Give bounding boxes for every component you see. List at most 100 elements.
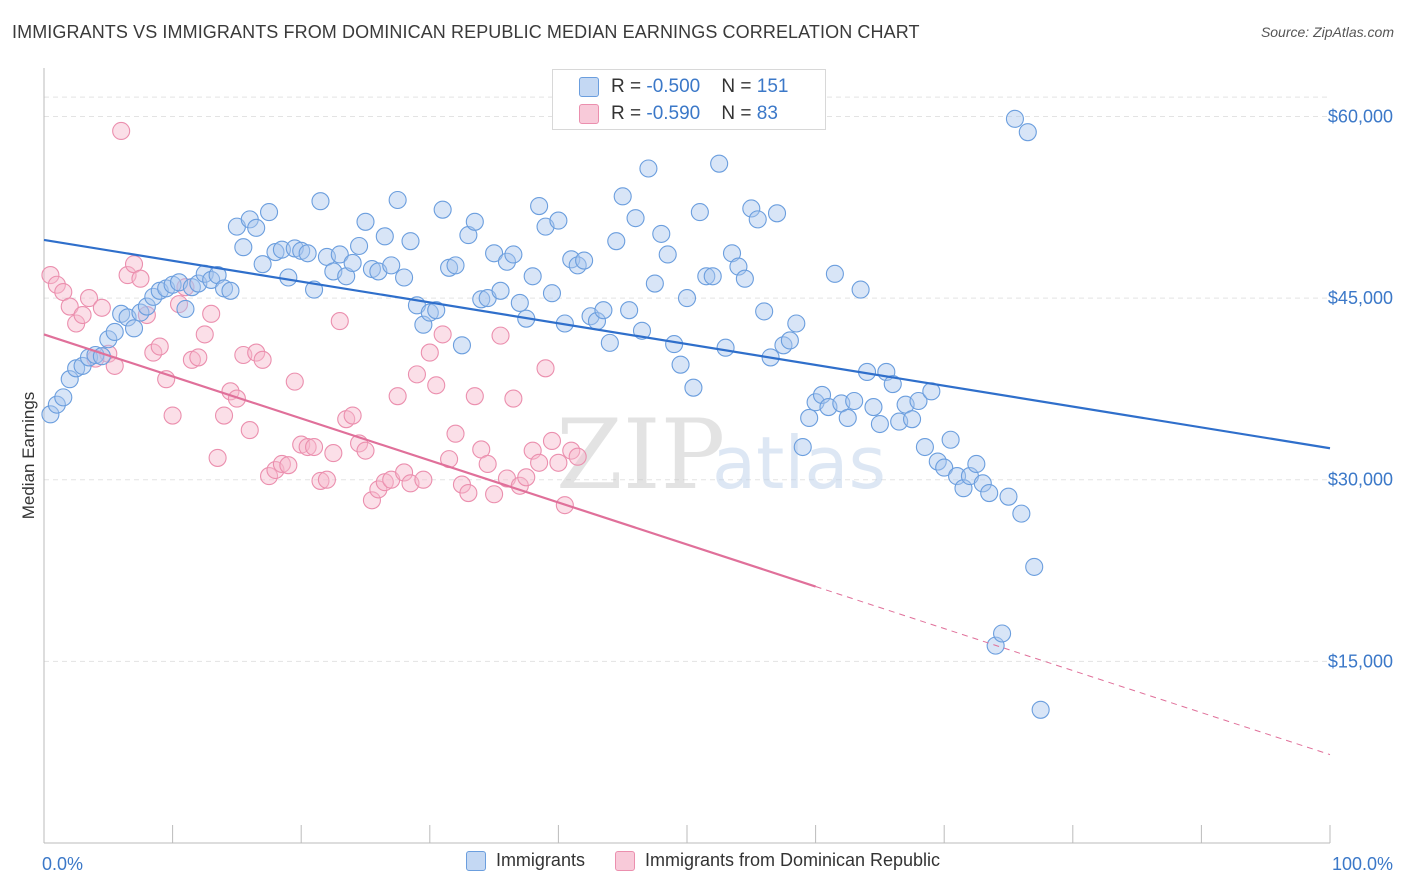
- immigrants-point: [973, 474, 992, 493]
- immigrants-point: [105, 322, 124, 342]
- watermark-zip: ZIP: [556, 399, 725, 511]
- dominican-point: [491, 326, 510, 345]
- immigrants-point: [684, 378, 703, 397]
- immigrants-point: [504, 245, 523, 264]
- immigrants-point: [883, 375, 902, 394]
- immigrants-point: [716, 338, 735, 357]
- immigrants-point: [620, 301, 639, 320]
- immigrants-point: [491, 281, 510, 300]
- dominican-point: [343, 406, 362, 425]
- legend-swatch-dominican: [614, 850, 635, 871]
- dominican-trend-line: [43, 333, 816, 588]
- immigrants-point: [99, 330, 118, 349]
- immigrants-point: [388, 190, 407, 210]
- legend-item-immigrants[interactable]: Immigrants: [465, 850, 585, 871]
- immigrants-point: [465, 212, 484, 231]
- dominican-point: [542, 431, 562, 451]
- immigrants-point: [613, 187, 632, 206]
- r-label: R =: [611, 103, 647, 124]
- dominican-point: [530, 453, 549, 472]
- dominican-points: [41, 121, 587, 515]
- immigrants-point: [703, 267, 722, 286]
- watermark-atlas: atlas: [712, 421, 886, 505]
- dominican-point: [73, 305, 92, 325]
- immigrants-point: [176, 299, 195, 319]
- immigrants-point: [1018, 123, 1037, 142]
- dominican-point: [202, 304, 221, 323]
- dominican-point: [369, 480, 388, 499]
- immigrants-point: [967, 454, 986, 474]
- immigrants-point: [298, 244, 317, 263]
- immigrants-point: [395, 268, 414, 287]
- immigrants-point: [1031, 700, 1050, 719]
- dominican-point: [79, 289, 99, 308]
- dominican-point: [330, 312, 349, 331]
- immigrants-point: [485, 244, 504, 263]
- immigrants-point: [272, 240, 291, 259]
- immigrants-point: [787, 314, 806, 333]
- immigrants-point: [600, 333, 619, 352]
- immigrants-point: [941, 430, 960, 449]
- r-value-immigrants: -0.500: [646, 76, 701, 97]
- immigrants-point: [497, 252, 517, 271]
- immigrants-point: [452, 336, 472, 355]
- immigrants-point: [594, 301, 613, 320]
- legend-label-dominican: Immigrants from Dominican Republic: [644, 850, 941, 870]
- dominican-point: [214, 406, 234, 425]
- immigrants-point: [427, 301, 446, 320]
- dominican-point: [536, 359, 555, 378]
- immigrants-swatch: [579, 77, 599, 97]
- immigrants-point: [54, 388, 73, 407]
- immigrants-point: [845, 391, 864, 411]
- immigrants-point: [247, 218, 266, 237]
- dominican-point: [517, 468, 536, 487]
- stats-legend: R = -0.500 N = 151 R = -0.590 N = 83: [552, 69, 826, 130]
- immigrants-point: [47, 395, 66, 414]
- legend-swatch-immigrants: [465, 850, 486, 871]
- immigrants-point: [999, 487, 1018, 506]
- immigrants-point: [124, 319, 144, 338]
- dominican-point: [60, 297, 79, 316]
- immigrants-point: [330, 245, 349, 264]
- y-tick-label: $15,000: [1328, 651, 1393, 671]
- legend-item-dominican[interactable]: Immigrants from Dominican Republic: [614, 850, 941, 871]
- immigrants-point: [658, 245, 677, 264]
- dominican-point: [504, 389, 523, 408]
- bottom-legend: Immigrants Immigrants from Dominican Rep…: [0, 850, 1406, 871]
- immigrants-point: [607, 232, 626, 251]
- immigrants-point: [909, 391, 928, 411]
- immigrants-point: [993, 624, 1012, 643]
- dominican-point: [324, 444, 343, 463]
- immigrants-point: [677, 289, 697, 308]
- dominican-point: [272, 454, 291, 474]
- immigrants-point: [864, 398, 883, 417]
- immigrants-point: [1012, 504, 1031, 523]
- dominican-point: [549, 453, 568, 472]
- y-axis-label: Median Earnings: [19, 392, 38, 520]
- chart-title: IMMIGRANTS VS IMMIGRANTS FROM DOMINICAN …: [12, 22, 920, 42]
- dominican-point: [427, 376, 446, 395]
- dominican-point: [420, 343, 439, 362]
- immigrants-point: [902, 410, 922, 429]
- dominican-point: [253, 350, 272, 369]
- immigrants-point: [510, 293, 529, 312]
- immigrants-point: [523, 267, 542, 286]
- immigrants-trend-line: [43, 238, 1331, 450]
- immigrants-point: [800, 408, 819, 428]
- immigrants-point: [748, 210, 767, 229]
- immigrants-points: [41, 109, 1050, 719]
- immigrants-point: [41, 405, 60, 424]
- x-tick-label-start: 0.0%: [42, 854, 83, 874]
- immigrants-point: [60, 370, 79, 389]
- immigrants-point: [825, 264, 844, 283]
- immigrants-point: [1005, 109, 1024, 128]
- immigrants-point: [343, 253, 362, 273]
- axis-labels: $15,000 $30,000 $45,000 $60,000 0.0% 100.0% Me…: [19, 106, 1393, 874]
- immigrants-point: [645, 274, 664, 293]
- immigrants-point: [639, 159, 658, 178]
- immigrants-point: [780, 331, 799, 350]
- dominican-point: [478, 454, 497, 474]
- immigrants-point: [530, 196, 549, 216]
- r-label: R =: [611, 76, 647, 97]
- immigrants-point: [575, 251, 594, 270]
